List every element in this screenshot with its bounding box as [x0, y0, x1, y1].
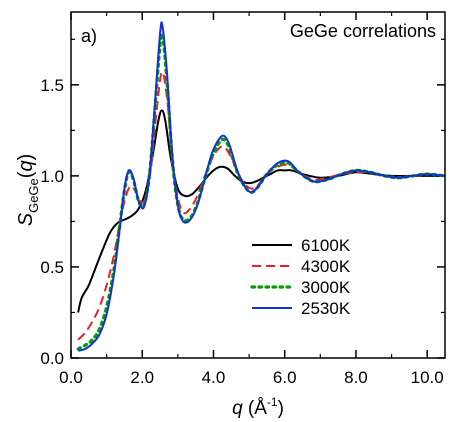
- y-axis-symbol: S: [15, 212, 37, 226]
- y-tick-label: 0.0: [40, 349, 64, 368]
- x-tick-label: 8.0: [344, 368, 368, 387]
- x-axis-label: q (Å-1): [232, 395, 284, 419]
- x-tick-label: 2.0: [130, 368, 154, 387]
- x-tick-label: 0.0: [59, 368, 83, 387]
- legend-label: 4300K: [301, 257, 351, 276]
- panel-label: a): [81, 26, 97, 46]
- y-axis-paren-close: ): [15, 154, 37, 161]
- x-axis-unit-close: ): [278, 398, 284, 419]
- x-tick-label: 4.0: [202, 368, 226, 387]
- x-tick-label: 6.0: [273, 368, 297, 387]
- y-tick-label: 0.5: [40, 258, 64, 277]
- y-axis-paren-open: (: [15, 171, 37, 178]
- y-tick-label: 1.0: [40, 167, 64, 186]
- y-axis-subscript: GeGe: [26, 178, 41, 213]
- y-tick-label: 1.5: [40, 76, 64, 95]
- series-line-2530K: [77, 21, 445, 352]
- x-axis-var: q: [232, 398, 243, 419]
- x-axis-unit-exponent: -1: [267, 395, 278, 409]
- series-line-6100K: [77, 109, 445, 313]
- series-layer: [76, 21, 445, 352]
- series-line-4300K: [77, 71, 445, 341]
- y-axis-var: q: [15, 160, 37, 171]
- y-axis-label: SGeGe(q): [15, 154, 41, 227]
- x-axis-ticks: 0.0 2.0 4.0 6.0 8.0 10.0: [59, 12, 444, 387]
- chart-annotation: GeGe correlations: [290, 21, 436, 41]
- x-tick-label: 10.0: [411, 368, 444, 387]
- plot-frame: [70, 11, 446, 359]
- legend: 6100K 4300K 3000K 2530K: [250, 236, 351, 318]
- legend-label: 6100K: [301, 236, 351, 255]
- series-line-3000K: [76, 31, 445, 351]
- x-axis-unit: (Å: [243, 398, 268, 419]
- legend-label: 3000K: [301, 278, 351, 297]
- y-axis-ticks: 0.0 0.5 1.0 1.5: [40, 38, 445, 368]
- legend-label: 2530K: [301, 299, 351, 318]
